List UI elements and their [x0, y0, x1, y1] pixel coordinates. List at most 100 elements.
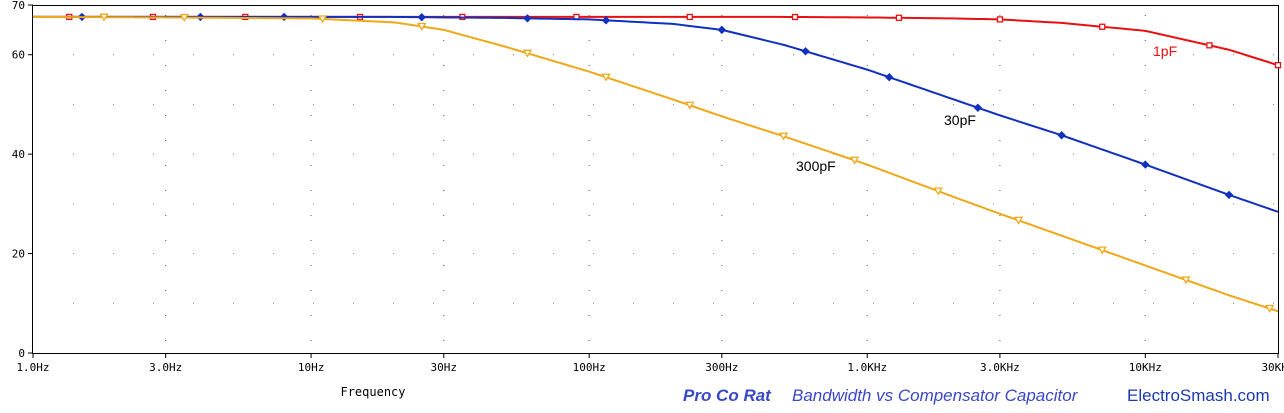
data-point [417, 12, 426, 22]
grid-dot [721, 290, 723, 291]
grid-dot [1273, 302, 1274, 304]
grid-dot [1144, 115, 1146, 116]
grid-dot [913, 203, 914, 205]
grid-dot [866, 15, 868, 16]
x-tick-label: 10Hz [298, 361, 325, 374]
grid-dot [1144, 240, 1146, 241]
grid-dot [833, 54, 834, 56]
data-point [996, 16, 1004, 23]
grid-dot [999, 340, 1001, 341]
grid-dot [393, 302, 394, 304]
grid-dot [1144, 215, 1146, 216]
grid-dot [393, 153, 394, 155]
grid-dot [593, 253, 594, 255]
grid-dot [873, 203, 874, 205]
axis-ticks: 1.0Hz 3.0Hz 10Hz 30Hz 100Hz 300Hz 1.0KHz 3.0KHz… [12, 0, 1284, 374]
grid-dot [873, 103, 874, 105]
grid-dot [999, 315, 1001, 316]
grid-dot [1193, 203, 1194, 205]
grid-dot [443, 165, 445, 166]
grid-dot [753, 54, 754, 56]
grid-dot [1233, 103, 1234, 105]
grid-dot [1153, 153, 1154, 155]
grid-dot [593, 153, 594, 155]
grid-dot [999, 215, 1001, 216]
grid-dot [866, 90, 868, 91]
grid-dot [153, 103, 154, 105]
data-point [1274, 62, 1282, 69]
grid-dot [873, 153, 874, 155]
grid-dot [310, 315, 312, 316]
grid-dot [753, 103, 754, 105]
grid-dot [273, 253, 274, 255]
grid-dot [588, 290, 590, 291]
grid-dot [393, 103, 394, 105]
x-tick-label: 1.0Hz [16, 361, 49, 374]
series-label-300pf: 300pF [796, 158, 836, 174]
data-point [523, 14, 532, 23]
grid-dot [165, 265, 167, 266]
grid-dot [833, 253, 834, 255]
series-300pf [32, 13, 1279, 313]
grid-dot [953, 103, 954, 105]
x-axis-label: Frequency [340, 385, 405, 399]
grid-dot [193, 203, 194, 205]
series-layer [32, 12, 1282, 313]
grid-dot [113, 153, 114, 155]
grid-dot [833, 302, 834, 304]
y-tick-label: 70 [12, 0, 25, 12]
grid-dot [1153, 103, 1154, 105]
grid-dot [473, 253, 474, 255]
grid-dot [913, 103, 914, 105]
grid-dot [999, 265, 1001, 266]
grid-dot [633, 203, 634, 205]
data-point [885, 73, 894, 82]
grid-dot [313, 253, 314, 255]
grid-dot [1033, 54, 1034, 56]
grid-dot [313, 153, 314, 155]
grid-dot [866, 115, 868, 116]
grid-dot [1113, 302, 1114, 304]
grid-dot [588, 315, 590, 316]
grid-dot [833, 203, 834, 205]
grid-dot [165, 40, 167, 41]
grid-dot [721, 215, 723, 216]
grid-dot [513, 302, 514, 304]
data-point [717, 25, 727, 35]
x-tick-label: 3.0KHz [980, 361, 1020, 374]
grid-dot [153, 153, 154, 155]
grid-dot [443, 315, 445, 316]
grid-dot [153, 203, 154, 205]
grid-dot [165, 340, 167, 341]
grid-dot [433, 302, 434, 304]
grid-dot [673, 153, 674, 155]
grid-dot [1233, 302, 1234, 304]
grid-dot [1144, 65, 1146, 66]
grid-dot [1233, 203, 1234, 205]
grid-dot [1273, 153, 1274, 155]
grid-dot [953, 253, 954, 255]
grid-dot [753, 153, 754, 155]
grid-dot [1113, 203, 1114, 205]
data-point [933, 187, 943, 196]
data-point [1181, 276, 1191, 285]
grid-dot [866, 140, 868, 141]
grid-dot [999, 40, 1001, 41]
grid-dot [165, 315, 167, 316]
grid-dot [1273, 253, 1274, 255]
grid-dot [721, 265, 723, 266]
grid-dot [673, 302, 674, 304]
grid-dot [1073, 302, 1074, 304]
grid-dot [588, 190, 590, 191]
data-point [279, 12, 289, 22]
data-point [1099, 23, 1106, 30]
x-tick-label: 10KHz [1129, 361, 1162, 374]
series-label-1pf: 1pF [1153, 43, 1177, 59]
grid-dot [165, 115, 167, 116]
grid [73, 15, 1274, 341]
grid-dot [473, 103, 474, 105]
grid-dot [633, 153, 634, 155]
data-point [1141, 160, 1150, 169]
grid-dot [113, 302, 114, 304]
grid-dot [473, 203, 474, 205]
